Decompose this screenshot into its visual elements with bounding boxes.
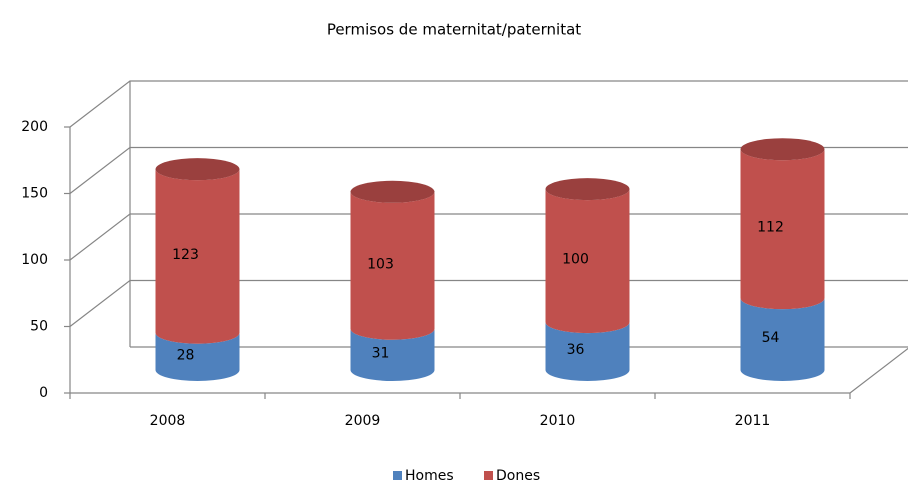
bar-cap (155, 158, 240, 181)
bar-segment (545, 189, 630, 334)
bar-segment (545, 322, 630, 381)
legend-label: Homes (405, 468, 454, 484)
x-tick-label: 2010 (540, 413, 576, 429)
bar-segment (740, 298, 825, 381)
data-label: 54 (762, 330, 780, 346)
y-tick-label: 150 (21, 186, 48, 202)
data-label: 36 (567, 342, 585, 358)
bar-segment (155, 332, 240, 381)
bar-segment (155, 169, 240, 344)
x-tick-label: 2009 (345, 413, 381, 429)
y-tick-label: 200 (21, 119, 48, 135)
y-tick-label: 50 (30, 319, 48, 335)
data-label: 31 (372, 345, 390, 361)
legend-swatch (393, 471, 402, 480)
data-label: 103 (367, 256, 394, 272)
y-tick-label: 100 (21, 252, 48, 268)
bar-segment (350, 328, 435, 381)
chart-title: Permisos de maternitat/paternitat (327, 21, 581, 39)
bar-segment (740, 149, 825, 310)
x-tick-label: 2008 (150, 413, 186, 429)
data-label: 28 (177, 347, 195, 363)
bar-cap (545, 178, 630, 201)
bar-cap (350, 180, 435, 203)
x-tick-label: 2011 (735, 413, 771, 429)
y-tick-label: 0 (39, 385, 48, 401)
data-label: 123 (172, 247, 199, 263)
bar-segment (350, 191, 435, 340)
data-label: 100 (562, 252, 589, 268)
data-label: 112 (757, 220, 784, 236)
bar-cap (740, 138, 825, 161)
legend-swatch (484, 471, 493, 480)
legend-label: Dones (496, 468, 540, 484)
grid-line (69, 80, 908, 128)
